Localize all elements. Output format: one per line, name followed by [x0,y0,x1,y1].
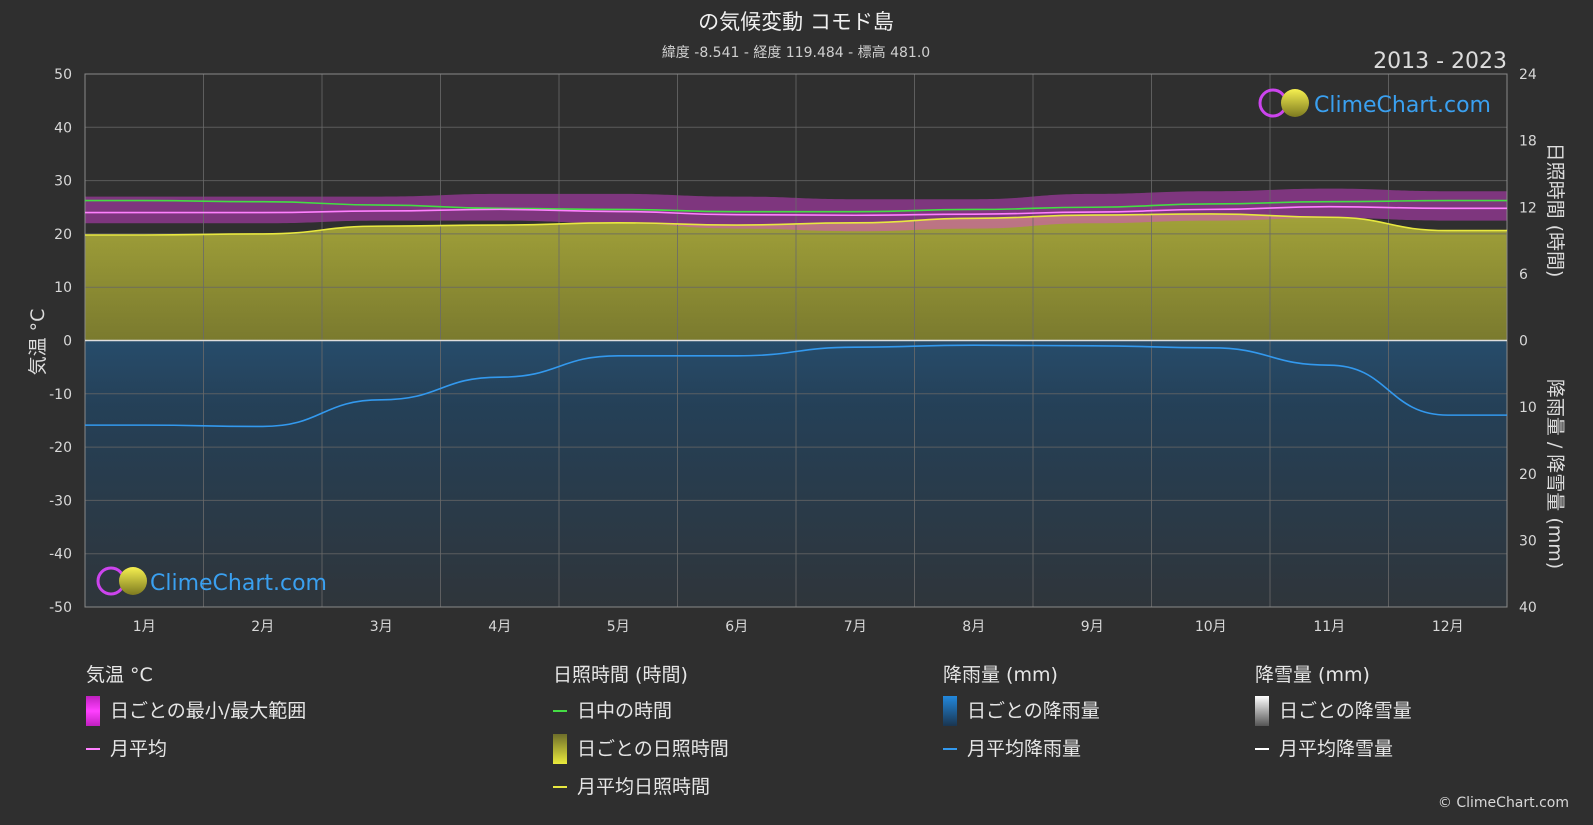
sunshine-avg-swatch [553,786,567,788]
rain-avg-line [84,344,1507,428]
snow-swatch [1255,696,1269,726]
x-tick-label: 7月 [844,619,867,635]
legend-rain-avg-label: 月平均降雨量 [967,738,1082,760]
y-axis-right-bottom-label: 降雨量 / 降雪量 (mm) [1544,379,1566,569]
legend-daylight-label: 日中の時間 [577,700,673,722]
legend-sunshine-daily: 日ごとの日照時間 [553,730,729,768]
legend-temperature: 気温 °C 日ごとの最小/最大範囲 月平均 [86,662,306,768]
plot-area: 50 40 30 20 10 0 -10 -20 -30 -40 -50 24 18 12 6 0 10 20 30… [49,67,1537,635]
x-tick-label: 1月 [133,619,156,635]
daylight-swatch [553,710,567,712]
y-left-tick-label: -40 [49,547,72,563]
x-tick-label: 2月 [251,619,274,635]
temp-avg-swatch [86,748,100,750]
y-right-hours-tick-label: 18 [1519,134,1537,150]
sunshine-avg-line [84,213,1507,236]
legend-temp-avg: 月平均 [86,730,306,768]
legend-sunshine-daily-label: 日ごとの日照時間 [577,738,729,760]
logo-top: ClimeChart.com [1258,88,1491,118]
legend-snow: 降雪量 (mm) 日ごとの降雪量 月平均降雪量 [1255,662,1412,768]
x-tick-label: 10月 [1195,619,1227,635]
y-left-tick-label: -50 [49,600,72,616]
legend-rain-daily-label: 日ごとの降雨量 [967,700,1100,722]
grid [84,73,1508,608]
x-tick-label: 8月 [962,619,985,635]
logo-bottom: ClimeChart.com [96,566,327,596]
rain-swatch [943,696,957,726]
legend-snow-daily: 日ごとの降雪量 [1255,692,1412,730]
y-left-tick-label: -30 [49,493,72,509]
y-left-tick-label: 0 [63,334,72,350]
period-label: 2013 - 2023 [1373,49,1507,74]
legend-rain-title: 降雨量 (mm) [943,664,1058,686]
x-tick-label: 4月 [488,619,511,635]
y-left-tick-label: 10 [54,280,72,296]
legend-rain-daily: 日ごとの降雨量 [943,692,1100,730]
y-left-tick-label: 40 [54,120,72,136]
y-right-mm-tick-label: 10 [1519,400,1537,416]
legend-snow-daily-label: 日ごとの降雪量 [1279,700,1412,722]
legend: 気温 °C 日ごとの最小/最大範囲 月平均 日照時間 (時間) 日中の時間 日ご… [0,662,1593,812]
x-tick-label: 5月 [607,619,630,635]
y-axis-right-top-label: 日照時間 (時間) [1544,143,1566,278]
chart-subtitle: 緯度 -8.541 - 経度 119.484 - 標高 481.0 [662,44,930,61]
temp-range-swatch [86,696,100,726]
logo-text: ClimeChart.com [150,571,327,596]
x-tick-label: 6月 [725,619,748,635]
y-right-hours-tick-label: 0 [1519,334,1528,350]
rain-avg-swatch [943,748,957,750]
y-left-tick-label: -20 [49,440,72,456]
copyright: © ClimeChart.com [1437,795,1569,811]
legend-snow-avg: 月平均降雪量 [1255,730,1412,768]
legend-sunshine: 日照時間 (時間) 日中の時間 日ごとの日照時間 月平均日照時間 [553,662,729,806]
legend-rain: 降雨量 (mm) 日ごとの降雨量 月平均降雨量 [943,662,1100,768]
legend-snow-title: 降雪量 (mm) [1255,664,1370,686]
y-axis-left-label: 気温 °C [27,309,49,376]
legend-daylight: 日中の時間 [553,692,729,730]
y-right-mm-tick-label: 40 [1519,600,1537,616]
legend-sunshine-title: 日照時間 (時間) [553,664,688,686]
logo-sun-icon [1281,89,1309,117]
logo-sun-icon [119,567,147,595]
y-right-mm-tick-label: 20 [1519,467,1537,483]
chart-title: の気候変動 コモド島 [698,10,894,34]
climate-chart: の気候変動 コモド島 緯度 -8.541 - 経度 119.484 - 標高 4… [27,10,1566,635]
y-left-tick-label: -10 [49,387,72,403]
x-tick-label: 12月 [1432,619,1464,635]
x-tick-label: 9月 [1081,619,1104,635]
legend-temperature-title: 気温 °C [86,664,153,686]
y-right-hours-tick-label: 6 [1519,267,1528,283]
logo-text: ClimeChart.com [1314,93,1491,118]
y-left-tick-label: 30 [54,174,72,190]
legend-sunshine-avg-label: 月平均日照時間 [577,776,711,798]
x-tick-label: 11月 [1313,619,1345,635]
legend-temp-range: 日ごとの最小/最大範囲 [86,692,306,730]
legend-snow-avg-label: 月平均降雪量 [1279,738,1394,760]
daylight-line [85,199,1507,213]
x-tick-label: 3月 [370,619,393,635]
temp-avg-line [84,205,1507,217]
legend-sunshine-avg: 月平均日照時間 [553,768,729,806]
legend-temp-avg-label: 月平均 [110,738,168,760]
legend-rain-avg: 月平均降雨量 [943,730,1100,768]
y-right-mm-tick-label: 30 [1519,533,1537,549]
y-left-tick-label: 50 [54,67,72,83]
y-right-hours-tick-label: 24 [1519,67,1537,83]
legend-temp-range-label: 日ごとの最小/最大範囲 [110,700,307,722]
sunshine-swatch [553,734,567,764]
y-left-tick-label: 20 [54,227,72,243]
snow-avg-swatch [1255,748,1269,750]
y-right-hours-tick-label: 12 [1519,200,1537,216]
